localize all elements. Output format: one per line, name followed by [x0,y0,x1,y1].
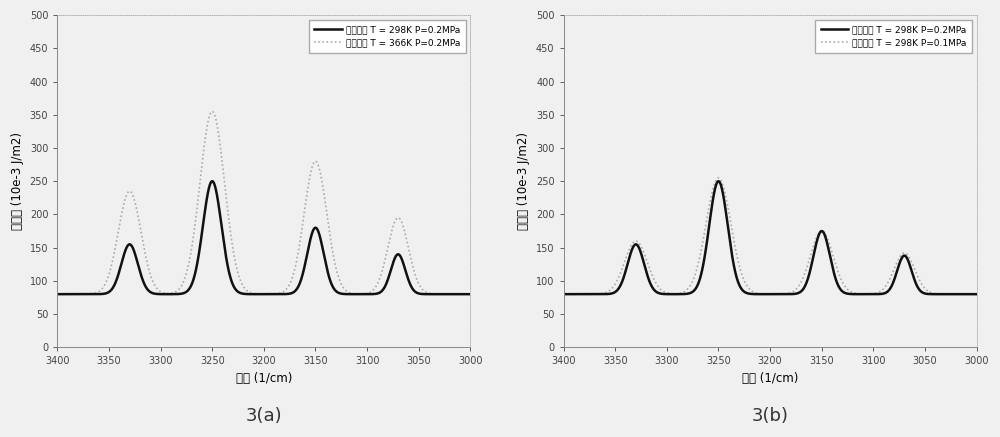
二氧化碓 T = 298K P=0.2MPa [228,284,240,289]
二氧化碓 T = 298K P=0.2MPa [605,291,617,296]
二氧化碓 T = 298K P=0.2MPa [123,242,135,247]
二氧化碓 T = 366K P=0.2MPa [412,279,424,284]
二氧化碓 T = 298K P=0.2MPa [464,291,476,297]
Line: 二氧化碓 T = 298K P=0.2MPa: 二氧化碓 T = 298K P=0.2MPa [57,181,470,294]
二氧化碓 T = 298K P=0.2MPa [971,291,983,297]
二氧化碓 T = 298K P=0.2MPa [51,291,63,297]
二氧化碓 T = 298K P=0.2MPa [918,291,930,296]
二氧化碓 T = 298K P=0.2MPa [206,179,218,184]
二氧化碓 T = 298K P=0.1MPa [713,175,725,180]
二氧化碓 T = 298K P=0.2MPa [98,291,110,296]
二氧化碓 T = 298K P=0.2MPa [558,291,570,297]
二氧化碓 T = 298K P=0.2MPa [629,242,641,247]
二氧化碓 T = 298K P=0.2MPa [716,187,728,192]
Line: 二氧化碓 T = 298K P=0.2MPa: 二氧化碓 T = 298K P=0.2MPa [564,181,977,294]
二氧化碓 T = 298K P=0.1MPa [558,291,570,297]
Y-axis label: 辐射量 (10e-3 J/m2): 辐射量 (10e-3 J/m2) [11,132,24,230]
Line: 二氧化碓 T = 366K P=0.2MPa: 二氧化碓 T = 366K P=0.2MPa [57,111,470,294]
Text: 3(b): 3(b) [752,407,789,425]
二氧化碓 T = 298K P=0.1MPa [734,266,746,271]
二氧化碓 T = 298K P=0.2MPa [734,284,746,289]
Y-axis label: 辐射量 (10e-3 J/m2): 辐射量 (10e-3 J/m2) [517,132,530,230]
二氧化碓 T = 366K P=0.2MPa [464,291,476,297]
X-axis label: 波数 (1/cm): 波数 (1/cm) [236,372,292,385]
二氧化碓 T = 298K P=0.1MPa [716,180,728,185]
Legend: 二氧化碓 T = 298K P=0.2MPa, 二氧化碓 T = 366K P=0.2MPa: 二氧化碓 T = 298K P=0.2MPa, 二氧化碓 T = 366K P=… [309,20,466,53]
二氧化碓 T = 298K P=0.2MPa [412,291,424,296]
Line: 二氧化碓 T = 298K P=0.1MPa: 二氧化碓 T = 298K P=0.1MPa [564,178,977,294]
二氧化碓 T = 366K P=0.2MPa [51,291,63,297]
二氧化碓 T = 298K P=0.2MPa [456,291,468,297]
二氧化碓 T = 366K P=0.2MPa [210,117,222,122]
二氧化碓 T = 298K P=0.1MPa [963,291,975,297]
二氧化碓 T = 366K P=0.2MPa [206,109,218,114]
二氧化碓 T = 366K P=0.2MPa [228,251,240,257]
X-axis label: 波数 (1/cm): 波数 (1/cm) [742,372,798,385]
二氧化碓 T = 298K P=0.1MPa [605,287,617,292]
二氧化碓 T = 298K P=0.2MPa [963,291,975,297]
Legend: 二氧化碓 T = 298K P=0.2MPa, 二氧化碓 T = 298K P=0.1MPa: 二氧化碓 T = 298K P=0.2MPa, 二氧化碓 T = 298K P=… [815,20,972,53]
二氧化碓 T = 298K P=0.1MPa [971,291,983,297]
二氧化碓 T = 366K P=0.2MPa [98,283,110,288]
Text: 3(a): 3(a) [246,407,282,425]
二氧化碓 T = 298K P=0.2MPa [713,179,725,184]
二氧化碓 T = 366K P=0.2MPa [456,291,468,297]
二氧化碓 T = 298K P=0.1MPa [918,285,930,290]
二氧化碓 T = 298K P=0.2MPa [210,187,222,192]
二氧化碓 T = 366K P=0.2MPa [123,189,135,194]
二氧化碓 T = 298K P=0.1MPa [629,239,641,244]
